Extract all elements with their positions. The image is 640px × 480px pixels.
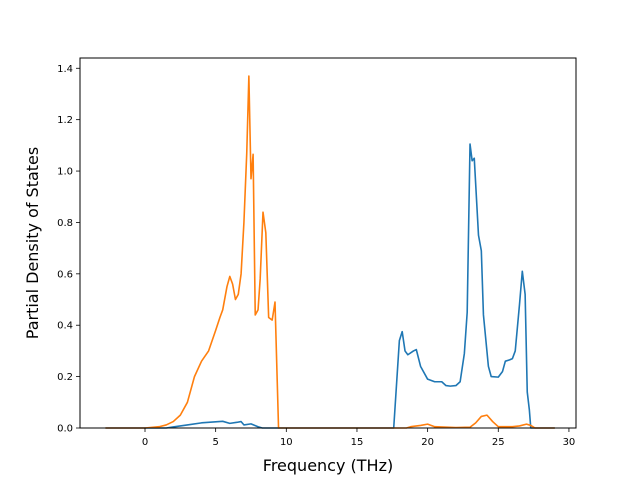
x-tick-label: 0	[142, 437, 148, 448]
x-tick-label: 30	[563, 437, 576, 448]
x-tick-label: 5	[212, 437, 218, 448]
series-layer	[105, 75, 555, 429]
x-axis-ticks: 0 5 10 15 20 25 30	[142, 428, 575, 448]
y-tick-label: 0.6	[57, 269, 73, 280]
x-tick-label: 15	[351, 437, 364, 448]
x-tick-label: 25	[492, 437, 505, 448]
y-tick-label: 1.2	[57, 115, 73, 126]
x-tick-label: 20	[421, 437, 434, 448]
series-line-2	[105, 75, 555, 429]
y-tick-label: 0.0	[57, 424, 73, 435]
x-tick-label: 10	[280, 437, 293, 448]
plot-frame	[79, 57, 577, 429]
y-axis-ticks: 0.0 0.2 0.4 0.6 0.8 1.0 1.2 1.4	[57, 64, 80, 435]
y-tick-label: 1.4	[57, 64, 73, 75]
y-axis-label: Partial Density of States	[23, 147, 42, 339]
y-tick-label: 0.2	[57, 372, 73, 383]
series-line-1	[105, 143, 555, 429]
x-axis-label: Frequency (THz)	[263, 456, 393, 475]
y-tick-label: 0.4	[57, 321, 73, 332]
y-tick-label: 1.0	[57, 167, 73, 178]
y-tick-label: 0.8	[57, 218, 73, 229]
